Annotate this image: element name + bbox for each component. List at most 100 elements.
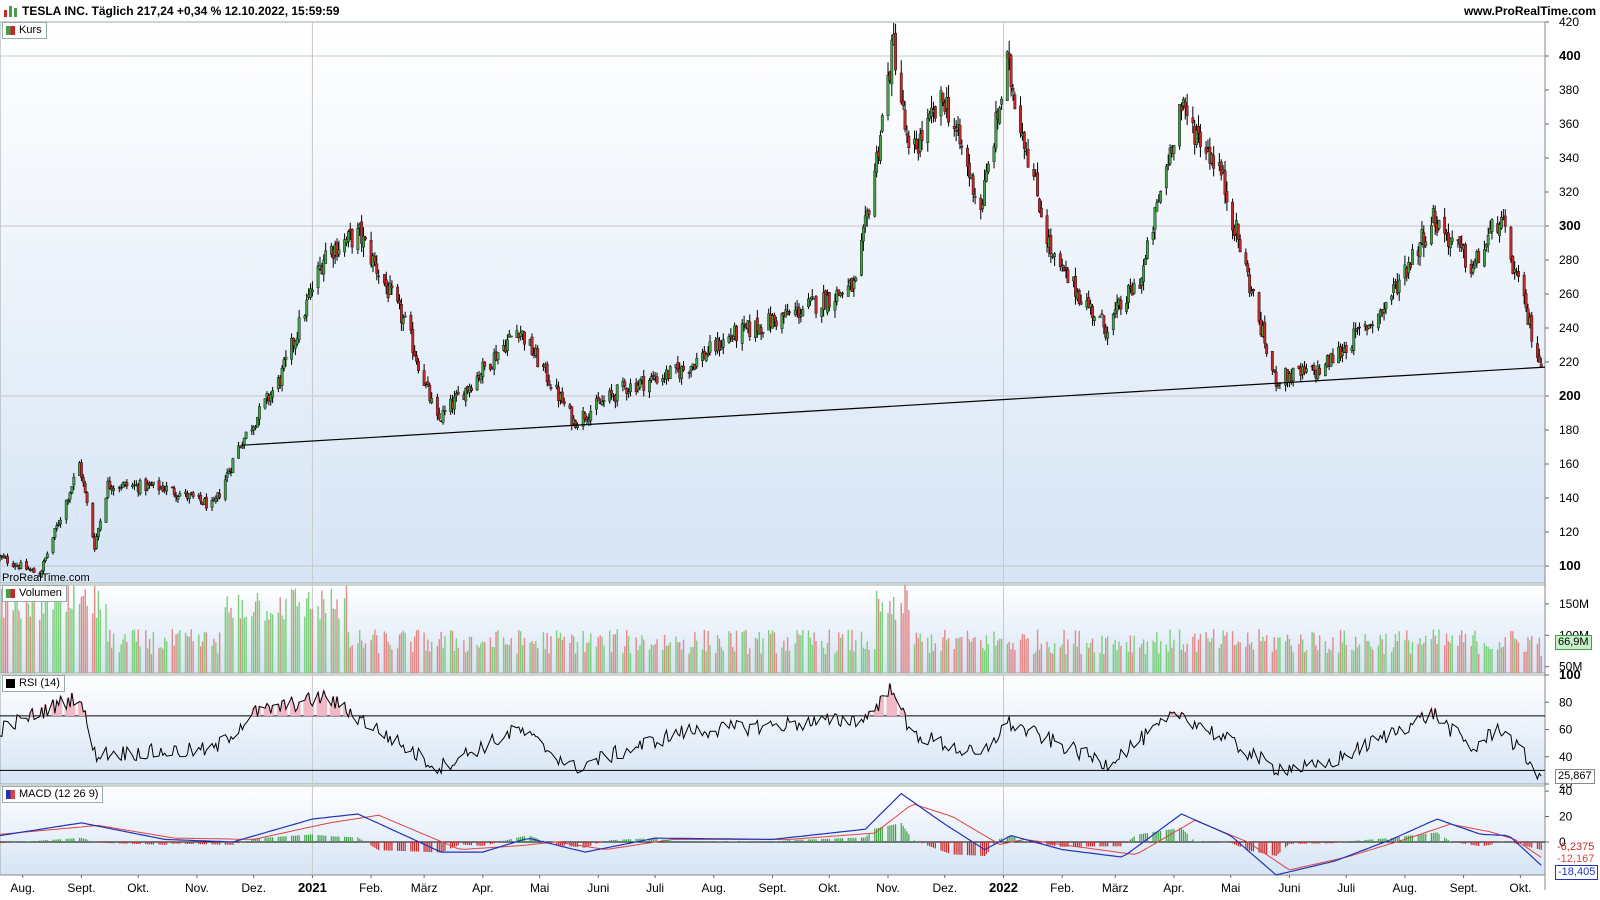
- candle-body[interactable]: [1197, 126, 1200, 134]
- candle-body[interactable]: [1180, 105, 1183, 111]
- candle-body[interactable]: [780, 313, 784, 329]
- candle-body[interactable]: [867, 210, 871, 215]
- candle-body[interactable]: [1500, 216, 1503, 229]
- candle-body[interactable]: [1509, 227, 1513, 260]
- candle-body[interactable]: [1225, 191, 1229, 203]
- candle-body[interactable]: [1066, 269, 1070, 284]
- candle-body[interactable]: [689, 365, 693, 371]
- candle-body[interactable]: [98, 520, 102, 531]
- candle-body[interactable]: [178, 493, 182, 497]
- candle-body[interactable]: [731, 338, 735, 340]
- candle-body[interactable]: [676, 362, 680, 370]
- candle-body[interactable]: [1498, 224, 1501, 236]
- candle-body[interactable]: [225, 472, 229, 479]
- candle-body[interactable]: [244, 431, 248, 439]
- candle-body[interactable]: [1263, 322, 1267, 344]
- candle-body[interactable]: [574, 420, 577, 428]
- candle-body[interactable]: [903, 109, 907, 130]
- candle-body[interactable]: [32, 568, 36, 573]
- candle-body[interactable]: [1151, 232, 1155, 240]
- candle-body[interactable]: [623, 381, 627, 387]
- candle-body[interactable]: [1231, 201, 1234, 231]
- candle-body[interactable]: [240, 446, 244, 449]
- candle-body[interactable]: [793, 309, 797, 315]
- candle-body[interactable]: [59, 519, 62, 525]
- candle-body[interactable]: [687, 372, 691, 374]
- candle-body[interactable]: [1106, 332, 1110, 339]
- candle-body[interactable]: [729, 335, 733, 338]
- candle-body[interactable]: [1168, 147, 1172, 164]
- candle-body[interactable]: [422, 370, 426, 386]
- candle-body[interactable]: [1433, 211, 1437, 227]
- candle-body[interactable]: [979, 197, 983, 210]
- candle-body[interactable]: [1013, 94, 1017, 109]
- candle-body[interactable]: [941, 92, 945, 103]
- macd-line[interactable]: [0, 792, 1542, 876]
- candle-body[interactable]: [973, 195, 977, 198]
- candle-body[interactable]: [625, 388, 629, 394]
- candle-body[interactable]: [808, 298, 812, 302]
- candle-body[interactable]: [1142, 265, 1146, 282]
- site-link[interactable]: www.ProRealTime.com: [1463, 4, 1596, 18]
- candle-body[interactable]: [415, 355, 418, 362]
- candle-body[interactable]: [706, 353, 710, 356]
- candle-body[interactable]: [1032, 169, 1036, 177]
- candle-body[interactable]: [947, 97, 950, 123]
- candle-body[interactable]: [918, 133, 922, 152]
- candle-body[interactable]: [174, 494, 178, 498]
- candle-body[interactable]: [901, 100, 905, 106]
- candle-body[interactable]: [1448, 237, 1452, 249]
- candle-body[interactable]: [1511, 255, 1515, 275]
- candle-body[interactable]: [846, 285, 850, 297]
- candle-body[interactable]: [1422, 232, 1426, 248]
- candle-body[interactable]: [1341, 351, 1344, 356]
- price-panel-label[interactable]: Kurs: [2, 22, 47, 39]
- candle-body[interactable]: [492, 352, 496, 370]
- candle-body[interactable]: [682, 365, 685, 371]
- candle-body[interactable]: [80, 462, 83, 478]
- candle-body[interactable]: [642, 376, 646, 391]
- candle-body[interactable]: [1000, 98, 1003, 105]
- candle-body[interactable]: [759, 327, 763, 334]
- candle-body[interactable]: [1102, 315, 1106, 328]
- candle-body[interactable]: [282, 359, 286, 369]
- candle-body[interactable]: [1443, 216, 1447, 234]
- candle-body[interactable]: [403, 315, 407, 318]
- candle-body[interactable]: [1178, 104, 1181, 147]
- candle-body[interactable]: [986, 163, 990, 172]
- candle-body[interactable]: [835, 289, 839, 302]
- candle-body[interactable]: [651, 374, 655, 377]
- candle-body[interactable]: [231, 458, 235, 473]
- candle-body[interactable]: [256, 417, 259, 428]
- candle-body[interactable]: [417, 361, 420, 371]
- candle-body[interactable]: [1115, 302, 1119, 312]
- candle-body[interactable]: [66, 500, 70, 502]
- candle-body[interactable]: [269, 394, 273, 402]
- candle-body[interactable]: [165, 485, 169, 492]
- candle-body[interactable]: [1477, 251, 1481, 264]
- candle-body[interactable]: [1098, 315, 1102, 319]
- candle-body[interactable]: [863, 215, 867, 226]
- candle-body[interactable]: [954, 129, 958, 132]
- candle-body[interactable]: [1450, 237, 1454, 242]
- candle-body[interactable]: [981, 204, 985, 209]
- candle-body[interactable]: [1517, 270, 1520, 277]
- candle-body[interactable]: [1058, 253, 1062, 267]
- candle-body[interactable]: [1392, 284, 1395, 293]
- candle-body[interactable]: [595, 398, 598, 410]
- candle-body[interactable]: [562, 401, 566, 405]
- candle-body[interactable]: [40, 570, 44, 578]
- candle-body[interactable]: [536, 348, 540, 368]
- candle-body[interactable]: [119, 487, 123, 490]
- candle-body[interactable]: [1026, 149, 1030, 168]
- candle-body[interactable]: [1526, 308, 1530, 325]
- candle-body[interactable]: [727, 336, 731, 343]
- candle-body[interactable]: [263, 398, 267, 409]
- candle-body[interactable]: [265, 393, 269, 398]
- candle-body[interactable]: [1473, 261, 1477, 266]
- candle-body[interactable]: [801, 309, 805, 317]
- candle-body[interactable]: [157, 480, 161, 491]
- candle-body[interactable]: [914, 138, 918, 150]
- candle-body[interactable]: [95, 536, 98, 549]
- candle-body[interactable]: [966, 147, 969, 167]
